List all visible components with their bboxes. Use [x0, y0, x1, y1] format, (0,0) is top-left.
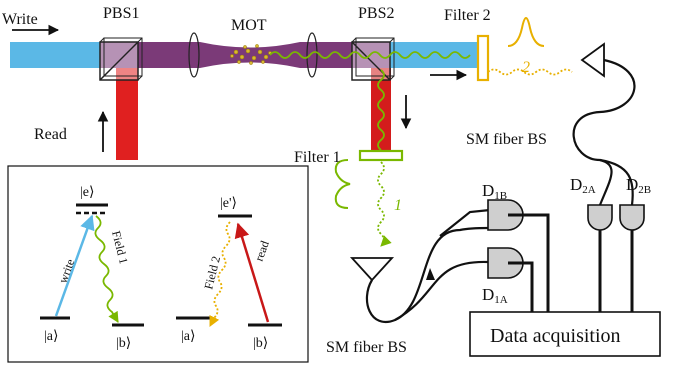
- pbs1: [99, 37, 143, 81]
- pbs2-label: PBS2: [358, 5, 394, 22]
- level-diagram-frame: [7, 165, 309, 363]
- filter2-label: Filter 2: [444, 7, 491, 24]
- d2b-label: D2B: [626, 175, 651, 196]
- fiber-coupler-bottom: [349, 257, 395, 282]
- lens-left: [188, 32, 200, 78]
- field1-wave-vertical: [377, 69, 385, 151]
- filter2-pulse: [507, 17, 545, 47]
- level-e-prime-label: |e'⟩: [220, 196, 237, 211]
- fiber-coupler-top: [580, 42, 605, 78]
- detector-d1a: [487, 247, 524, 279]
- level-e-label: |e⟩: [80, 185, 94, 200]
- level-a-right-label: |a⟩: [181, 329, 195, 344]
- path1-wave: [377, 161, 392, 247]
- detector-d2a: [587, 204, 613, 312]
- mot-cloud: [230, 44, 272, 65]
- field2-transition: [209, 221, 231, 327]
- pbs1-label: PBS1: [103, 5, 139, 22]
- d1a-label: D1A: [482, 285, 508, 306]
- filter1-label: Filter 1: [294, 149, 341, 166]
- write-beam-after-pbs2: [390, 42, 478, 68]
- fibers: [365, 58, 636, 323]
- path2-label: 2: [522, 59, 530, 76]
- level-lines: [40, 203, 282, 327]
- lens-right: [306, 32, 318, 78]
- filter2: [476, 34, 490, 82]
- beam-focus-white-bottom: [200, 62, 300, 68]
- mot-label: MOT: [231, 17, 267, 34]
- fiber-arrow: [426, 268, 435, 280]
- read-transition-label: read: [252, 239, 272, 263]
- field1-transition: [94, 215, 119, 323]
- pbs2: [351, 37, 395, 81]
- write-transition: [54, 214, 95, 317]
- level-b-left-label: |b⟩: [116, 336, 131, 351]
- data-acquisition-label: Data acquisition: [490, 325, 621, 347]
- read-beam: [116, 68, 138, 160]
- filter1: [358, 149, 404, 162]
- read-transition: [234, 222, 270, 323]
- path1-label: 1: [394, 197, 402, 214]
- d1b-label: D1B: [482, 181, 507, 202]
- sm-fiber-bs-top-label: SM fiber BS: [466, 131, 547, 148]
- field2-wave: [269, 51, 471, 59]
- sm-fiber-bs-bottom-label: SM fiber BS: [326, 339, 407, 356]
- path2-wave: [487, 68, 573, 76]
- write-beam: [10, 42, 100, 68]
- read-label: Read: [34, 126, 67, 143]
- level-b-right-label: |b⟩: [253, 336, 268, 351]
- detector-d1b: [487, 199, 524, 231]
- detector-d2b: [619, 204, 645, 312]
- write-label: Write: [2, 11, 38, 28]
- d2a-label: D2A: [570, 175, 596, 196]
- data-acquisition-box: [469, 311, 661, 357]
- detector-cables: [524, 213, 550, 312]
- beam-focus-white-top: [200, 42, 300, 48]
- filter1-pulse: [334, 159, 351, 209]
- level-a-left-label: |a⟩: [44, 329, 58, 344]
